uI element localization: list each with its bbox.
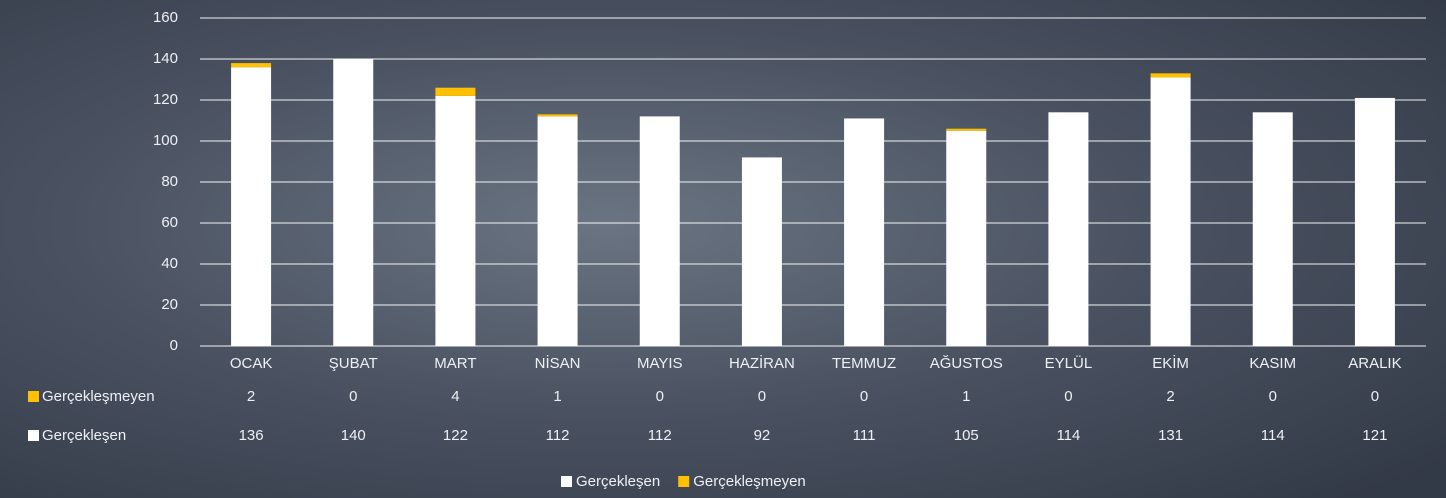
table-value: 1 <box>553 388 561 405</box>
bar-segment <box>1048 112 1089 346</box>
table-value: 2 <box>247 388 255 405</box>
bar-segment <box>1252 112 1293 346</box>
y-tick-label: 40 <box>161 255 178 272</box>
y-tick-label: 160 <box>153 9 178 26</box>
table-value: 131 <box>1158 427 1183 444</box>
bar-segment <box>231 67 272 346</box>
bar-segment <box>1150 77 1191 346</box>
x-tick-label: ŞUBAT <box>329 355 378 372</box>
x-tick-label: EYLÜL <box>1045 354 1093 372</box>
table-value: 4 <box>451 388 459 405</box>
y-tick-label: 100 <box>153 132 178 149</box>
x-tick-label: KASIM <box>1249 355 1296 372</box>
table-value: 0 <box>656 388 664 405</box>
table-legend-key <box>28 391 39 402</box>
x-tick-label: EKİM <box>1152 354 1189 372</box>
bar-segment <box>1150 73 1191 78</box>
table-value: 0 <box>1371 388 1379 405</box>
x-tick-label: NİSAN <box>535 354 581 372</box>
bar-segment <box>435 87 476 96</box>
legend-key <box>678 476 690 487</box>
bar-segment <box>333 59 374 346</box>
bar-segment <box>946 128 987 131</box>
legend-key <box>561 476 572 487</box>
y-tick-label: 60 <box>161 214 178 231</box>
bar-segment <box>435 95 476 347</box>
table-value: 92 <box>754 427 771 444</box>
x-tick-label: MAYIS <box>637 355 683 372</box>
bar-segment <box>946 130 987 346</box>
table-legend-key <box>28 430 39 441</box>
bar-segment <box>231 63 272 68</box>
bar-segment <box>639 116 680 347</box>
table-value: 0 <box>758 388 766 405</box>
y-tick-label: 140 <box>153 50 178 67</box>
x-tick-label: MART <box>434 355 476 372</box>
legend-label: Gerçekleşen <box>576 473 660 490</box>
bar-segment <box>844 118 885 346</box>
y-tick-label: 20 <box>161 296 178 313</box>
table-value: 0 <box>860 388 868 405</box>
x-tick-label: TEMMUZ <box>832 355 896 372</box>
table-value: 122 <box>443 427 468 444</box>
y-tick-label: 80 <box>161 173 178 190</box>
table-row-label: Gerçekleşen <box>42 427 126 444</box>
table-value: 0 <box>349 388 357 405</box>
bar-segment <box>537 114 578 117</box>
y-tick-label: 0 <box>170 337 178 354</box>
table-value: 114 <box>1056 427 1080 444</box>
table-value: 136 <box>239 427 264 444</box>
table-value: 112 <box>648 427 672 444</box>
x-tick-label: HAZİRAN <box>729 354 795 372</box>
table-value: 121 <box>1362 427 1387 444</box>
table-value: 1 <box>962 388 970 405</box>
bar-segment <box>537 116 578 347</box>
x-tick-label: ARALIK <box>1348 355 1401 372</box>
bar-segment <box>741 157 782 346</box>
y-tick-label: 120 <box>153 91 178 108</box>
table-value: 2 <box>1166 388 1174 405</box>
table-value: 140 <box>341 427 366 444</box>
table-row-label: Gerçekleşmeyen <box>42 388 155 405</box>
x-tick-label: OCAK <box>230 355 273 372</box>
table-value: 105 <box>954 427 979 444</box>
table-value: 112 <box>546 427 570 444</box>
x-tick-label: AĞUSTOS <box>930 355 1003 372</box>
table-value: 0 <box>1064 388 1072 405</box>
legend-label: Gerçekleşmeyen <box>693 473 806 490</box>
table-value: 111 <box>853 427 876 444</box>
bar-segment <box>1354 97 1395 346</box>
table-value: 0 <box>1269 388 1277 405</box>
table-value: 114 <box>1261 427 1285 444</box>
